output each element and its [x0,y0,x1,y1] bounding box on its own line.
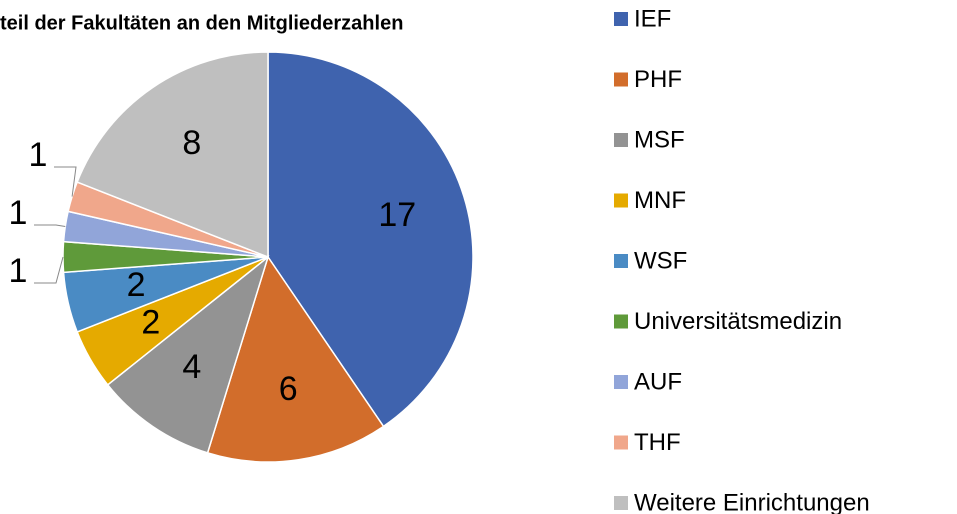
chart-title: teil der Fakultäten an den Mitgliederzah… [0,12,403,34]
legend-swatch [614,12,628,26]
legend-label: AUF [634,368,682,395]
legend-label: Universitätsmedizin [634,308,842,335]
legend-swatch [614,435,628,450]
legend-swatch [614,314,628,329]
data-label: 2 [127,266,146,304]
data-label: 6 [279,370,298,408]
legend-label: MNF [634,187,686,214]
pie-slice [106,254,270,454]
pie-slice [267,51,474,428]
legend-swatch [614,254,628,268]
pie-slice [206,255,385,463]
leader-line [34,224,66,227]
legend-label: MSF [634,126,685,153]
legend-swatch [614,72,628,87]
data-label: 2 [141,304,160,342]
legend-swatch [614,133,628,147]
legend-label: Weitere Einrichtungen [634,489,870,514]
pie-slice [76,51,269,259]
legend-swatch [614,193,628,208]
legend-label: WSF [634,247,687,274]
legend-label: PHF [634,66,682,93]
legend-label: THF [634,429,681,456]
data-label: 8 [182,124,201,162]
data-label: 1 [29,136,48,174]
data-label: 17 [378,196,416,234]
legend-swatch [614,375,628,389]
legend-label: IEF [634,5,671,32]
data-label: 4 [182,348,201,386]
leader-line [34,256,64,284]
legend-swatch [614,496,628,510]
data-label: 1 [9,252,28,290]
data-label: 1 [9,194,28,232]
leader-line [54,166,77,197]
